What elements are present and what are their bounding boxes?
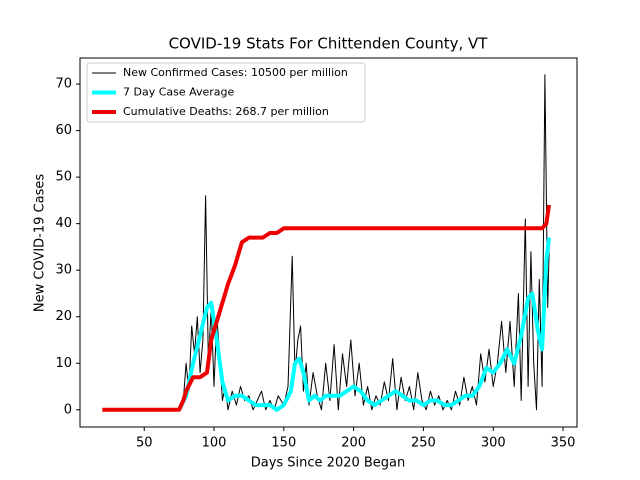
legend-label: 7 Day Case Average [123,86,235,99]
y-tick-label: 0 [64,402,72,417]
series-line [177,237,552,412]
x-tick-label: 100 [202,436,227,451]
x-axis-label: Days Since 2020 Began [251,456,406,471]
chart-title: COVID-19 Stats For Chittenden County, VT [169,35,489,53]
legend-box [86,62,366,123]
x-tick-label: 300 [481,436,506,451]
x-tick-label: 350 [551,436,576,451]
y-tick-label: 70 [55,77,72,92]
legend-label: New Confirmed Cases: 10500 per million [123,66,348,79]
y-tick-label: 60 [55,123,72,138]
x-tick-label: 250 [411,436,436,451]
y-tick-label: 50 [55,170,72,185]
y-tick-label: 10 [55,356,72,371]
y-tick-label: 20 [55,309,72,324]
x-tick-label: 50 [136,436,153,451]
x-tick-label: 200 [341,436,366,451]
y-tick-label: 30 [55,263,72,278]
series-line [178,74,550,411]
y-axis-label: New COVID-19 Cases [33,174,48,312]
plot-frame [79,57,578,428]
series-line [102,204,552,412]
x-tick-label: 150 [271,436,296,451]
legend-label: Cumulative Deaths: 268.7 per million [123,105,329,118]
y-tick-label: 40 [55,216,72,231]
